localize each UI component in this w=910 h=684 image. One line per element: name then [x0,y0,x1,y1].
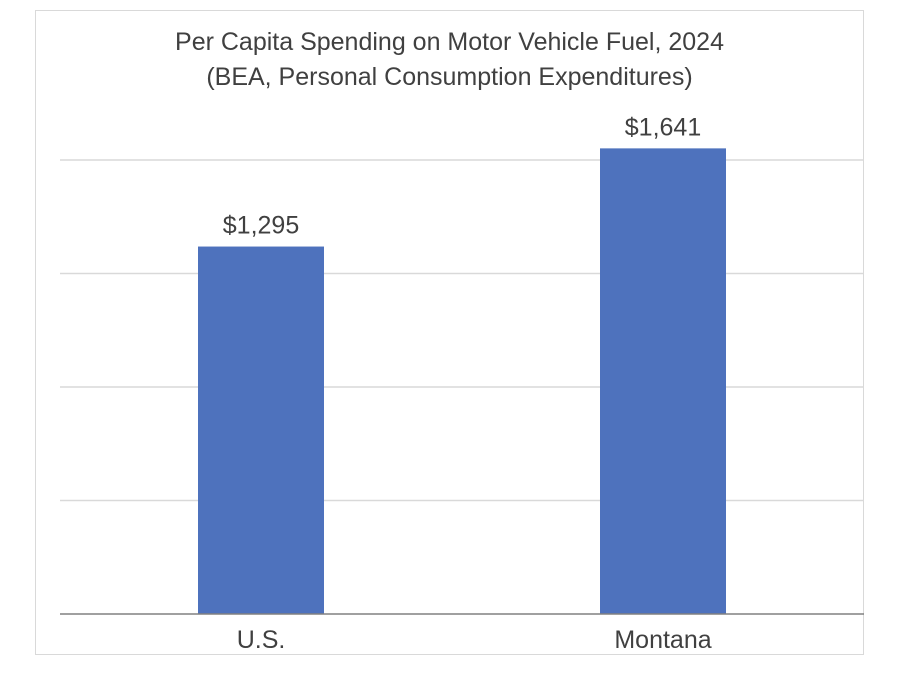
chart-subtitle: (BEA, Personal Consumption Expenditures) [206,63,693,91]
data-label: $1,641 [625,113,701,141]
bar-u-s [198,246,324,614]
chart-title: Per Capita Spending on Motor Vehicle Fue… [175,28,724,56]
x-tick-label: U.S. [237,626,286,654]
x-tick-label: Montana [614,626,711,654]
chart-title-block: Per Capita Spending on Motor Vehicle Fue… [36,25,863,95]
bar-montana [600,148,726,614]
data-label: $1,295 [223,212,299,240]
